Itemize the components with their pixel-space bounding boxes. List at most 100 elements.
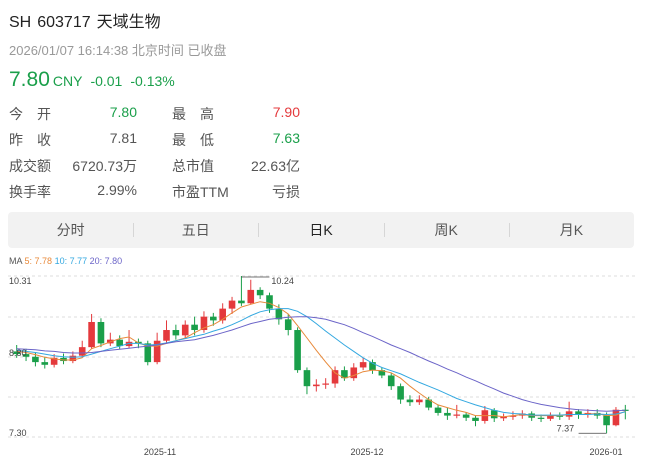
candle [238, 276, 245, 306]
candle-body [13, 351, 20, 355]
candle-body [200, 316, 208, 331]
candle-body [416, 399, 423, 403]
candle-body [341, 370, 348, 379]
candle-body [575, 411, 582, 415]
candle [78, 340, 86, 357]
tab-daily-k[interactable]: 日K [258, 212, 383, 248]
market-state: 已收盘 [187, 43, 227, 58]
tab-monthly-k[interactable]: 月K [508, 212, 634, 248]
prev-close-value: 7.81 [109, 130, 137, 146]
candle [256, 287, 264, 299]
candle [331, 366, 339, 388]
market-cap-label: 总市值 [172, 158, 214, 174]
candle-body [556, 415, 564, 417]
candle-body [303, 370, 311, 387]
ma-prefix: MA [9, 256, 23, 266]
candle [565, 401, 573, 420]
candle-body [181, 324, 189, 336]
candle-body [406, 399, 414, 403]
ma20-value: 20: 7.80 [89, 256, 123, 266]
candle [200, 311, 208, 333]
candle [547, 412, 554, 421]
max-price-label: 10.24 [271, 276, 294, 286]
candle [612, 407, 620, 427]
candle-body [97, 322, 105, 344]
candle [500, 413, 507, 421]
candle [116, 335, 123, 350]
y-label-top: 10.31 [9, 276, 32, 286]
candle-body [275, 308, 283, 320]
candle-body [32, 356, 39, 363]
candle-body [397, 386, 404, 400]
candle-body [219, 308, 226, 321]
candle-body [509, 415, 517, 417]
stock-name: 天域生物 [96, 14, 161, 31]
candle-body [116, 339, 123, 347]
candle [228, 296, 236, 314]
candle [472, 415, 479, 427]
candle [294, 327, 301, 373]
candle-body [125, 341, 133, 347]
currency: CNY [52, 73, 83, 89]
candle [425, 396, 432, 411]
market-code: SH [9, 14, 32, 31]
candle [406, 395, 414, 406]
ma-legend: MA 5: 7.78 10: 7.77 20: 7.80 [9, 256, 122, 266]
candle-body [612, 409, 620, 426]
ma10-line [16, 308, 626, 416]
candle [181, 320, 189, 339]
candle-body [78, 347, 86, 356]
candle-body [313, 384, 320, 387]
candle-body [322, 383, 329, 385]
candle [13, 345, 20, 358]
candle [369, 359, 376, 374]
stock-header: SH 603717 天域生物 [9, 8, 167, 32]
candle [210, 312, 217, 326]
candle [125, 330, 133, 349]
quote-timezone: 北京时间 [131, 43, 184, 58]
tab-five-day[interactable]: 五日 [133, 212, 258, 248]
chart-annotations: 10.24 7.37 [241, 276, 607, 434]
tab-weekly-k[interactable]: 周K [383, 212, 509, 248]
min-price-label: 7.37 [557, 423, 575, 433]
candle-body [444, 412, 451, 416]
candle-body [256, 289, 264, 296]
candle-body [537, 417, 545, 419]
candle-body [69, 355, 77, 362]
candle-body [191, 324, 198, 331]
volume-value: 6720.73万 [72, 158, 137, 174]
candle-body [622, 409, 629, 411]
candle [97, 318, 105, 348]
candle-body [60, 357, 67, 362]
period-tabs: 分时 五日 日K 周K 月K [8, 212, 634, 248]
candle [107, 332, 114, 347]
candle [416, 395, 423, 405]
candle-body [144, 343, 152, 363]
candle-body [462, 414, 470, 418]
low-value: 7.63 [272, 130, 300, 146]
candle-body [472, 417, 479, 421]
high-label: 最 高 [172, 106, 214, 122]
pe-label: 市盈TTM [172, 184, 229, 200]
candle-body [294, 330, 301, 371]
candle-body [88, 322, 95, 348]
candle-body [378, 370, 386, 376]
y-label-mid: 8.80 [9, 348, 27, 358]
open-value: 7.80 [109, 104, 137, 120]
x-label-jan: 2026-01 [589, 447, 622, 457]
candle-body [228, 300, 236, 309]
candle-body [369, 362, 376, 371]
turnover-value: 2.99% [97, 182, 137, 198]
y-label-bottom: 7.30 [9, 428, 27, 438]
candle [22, 348, 30, 362]
candle-body [284, 319, 292, 331]
candle [453, 404, 461, 419]
candle-body [500, 416, 507, 419]
ma10-value: 10: 7.77 [54, 256, 88, 266]
candle-body [238, 300, 245, 304]
tab-intraday[interactable]: 分时 [56, 222, 85, 238]
candle [41, 356, 49, 369]
candle-body [350, 367, 358, 379]
candle [434, 404, 442, 416]
